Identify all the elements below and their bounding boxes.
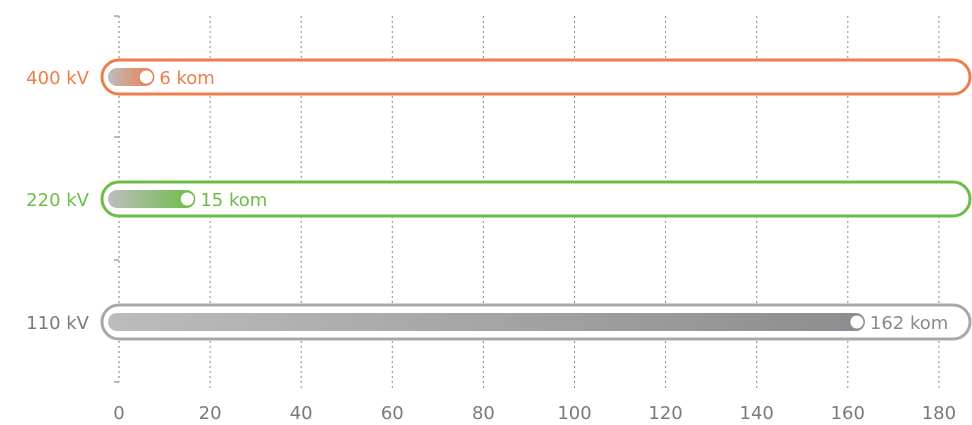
bars	[100, 58, 972, 341]
value-label: 15 kom	[200, 190, 267, 211]
labels: 0 20 40 60 80 100 120 140 160 180 400 kV 6 kom 220 k…	[26, 68, 956, 424]
bar-track	[100, 180, 972, 218]
x-tick-label: 120	[648, 403, 682, 424]
category-label: 220 kV	[26, 190, 90, 211]
x-tick-label: 40	[290, 403, 313, 424]
x-tick-label: 20	[199, 403, 222, 424]
x-tick-label: 180	[922, 403, 956, 424]
x-tick-label: 140	[740, 403, 774, 424]
value-label: 162 kom	[870, 313, 948, 334]
category-label: 110 kV	[26, 313, 90, 334]
bar-track	[100, 58, 972, 96]
x-tick-label: 160	[831, 403, 865, 424]
category-label: 400 kV	[26, 68, 90, 89]
x-tick-label: 80	[472, 403, 495, 424]
bar-end-knob	[139, 70, 153, 84]
bar-end-knob	[180, 192, 194, 206]
bar-end-knob	[850, 315, 864, 329]
bar	[108, 313, 865, 331]
x-tick-label: 0	[113, 403, 124, 424]
x-tick-label: 60	[381, 403, 404, 424]
value-label: 6 kom	[159, 68, 215, 89]
x-tick-label: 100	[557, 403, 591, 424]
bar	[108, 190, 196, 208]
